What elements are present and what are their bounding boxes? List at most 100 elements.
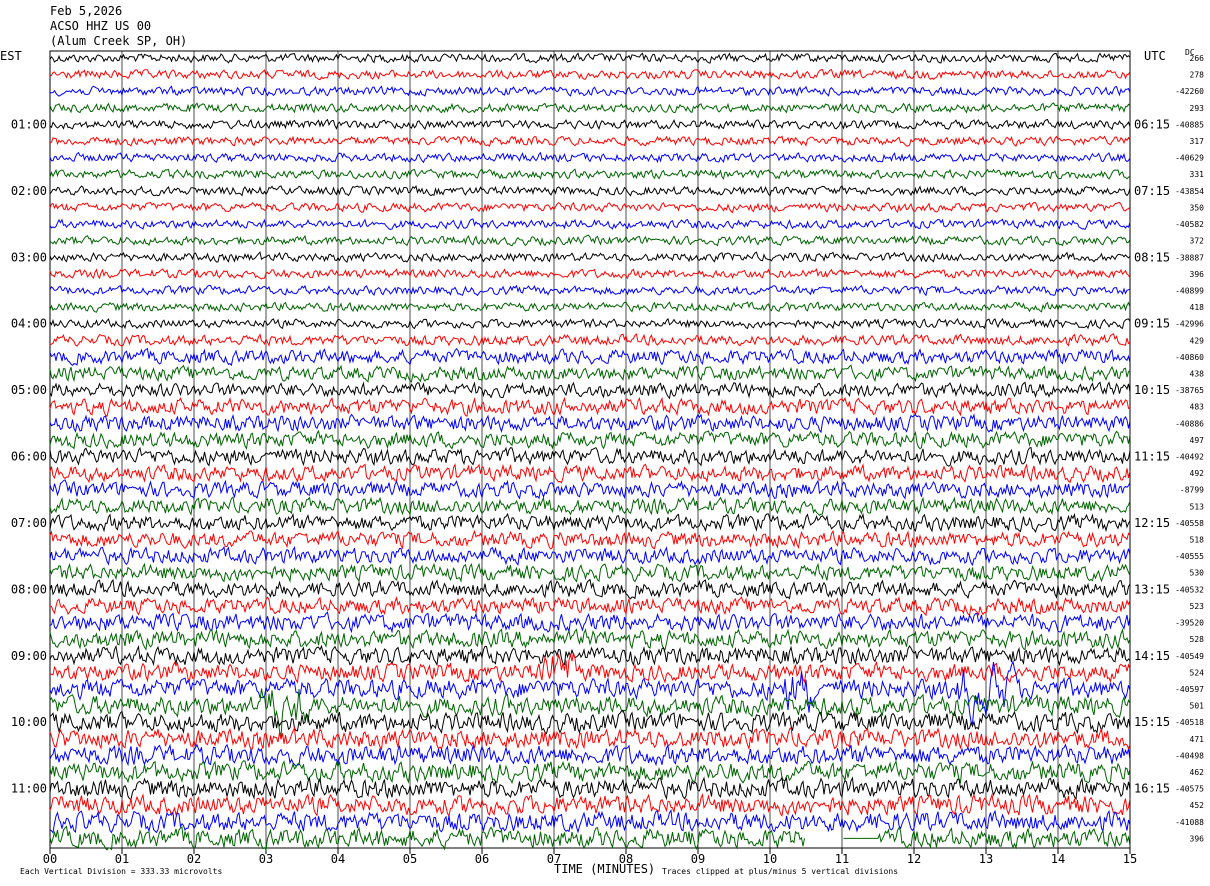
seismic-trace (49, 644, 1131, 667)
est-hour-label: 03:00 (11, 250, 47, 264)
dc-offset-label: 396 (1190, 270, 1205, 279)
seismic-trace (49, 52, 1131, 64)
utc-hour-label: 14:15 (1134, 649, 1170, 663)
dc-offset-label: 471 (1190, 735, 1205, 744)
dc-offset-label: 452 (1190, 801, 1205, 810)
seismic-trace (49, 709, 1131, 735)
utc-hour-label: 09:15 (1134, 317, 1170, 331)
x-tick-label: 14 (1051, 852, 1065, 866)
dc-offset-label: 528 (1190, 635, 1205, 644)
x-tick-label: 10 (763, 852, 777, 866)
seismic-trace (49, 347, 1131, 367)
est-hour-label: 05:00 (11, 383, 47, 397)
seismic-trace (49, 659, 1131, 726)
dc-offset-label: 438 (1190, 369, 1205, 378)
dc-offset-label: -40885 (1175, 120, 1204, 129)
dc-offset-label: 372 (1190, 237, 1205, 246)
utc-axis-label: UTC (1144, 49, 1166, 63)
seismic-trace (49, 429, 1131, 450)
x-tick-label: 01 (115, 852, 129, 866)
est-hour-label: 09:00 (11, 649, 47, 663)
x-tick-label: 06 (475, 852, 489, 866)
x-tick-label: 07 (547, 852, 561, 866)
seismic-trace (49, 496, 1131, 516)
seismic-trace (49, 201, 1131, 214)
plot-grid (49, 50, 1131, 854)
seismic-trace (49, 652, 1131, 684)
seismic-trace (49, 151, 1131, 164)
seismic-trace (49, 251, 1131, 263)
est-hour-label: 06:00 (11, 450, 47, 464)
seismic-trace (49, 301, 1131, 313)
seismic-trace (49, 413, 1131, 434)
seismic-trace (49, 743, 1131, 768)
dc-offset-label: -40597 (1175, 685, 1204, 694)
seismic-trace (49, 118, 1131, 131)
est-hour-label: 08:00 (11, 582, 47, 596)
seismic-trace (49, 85, 1131, 97)
seismic-trace (49, 595, 1131, 617)
dc-offset-label: 523 (1190, 602, 1205, 611)
dc-offset-label: 331 (1190, 170, 1205, 179)
axis-labels: 00 01 02 03 04 05 06 07 08 09 10 11 12 13 14 15 266 278 -4… (11, 54, 1204, 866)
x-axis-title: TIME (MINUTES) (554, 862, 656, 876)
dc-offset-label: 501 (1190, 702, 1205, 711)
dc-offset-label: -40518 (1175, 718, 1204, 727)
seismic-trace (49, 688, 1131, 738)
seismic-trace (49, 562, 1131, 583)
clip-note: Traces clipped at plus/minus 5 vertical … (662, 867, 899, 876)
dc-offset-label: 418 (1190, 303, 1205, 312)
seismic-trace (49, 512, 1131, 533)
seismic-trace (49, 611, 1131, 634)
dc-offset-label: 524 (1190, 668, 1205, 677)
seismic-trace (49, 759, 1131, 785)
dc-offset-label: -38765 (1175, 386, 1204, 395)
utc-hour-label: 08:15 (1134, 250, 1170, 264)
seismic-trace (49, 792, 1131, 818)
seismic-trace (49, 825, 1131, 851)
dc-offset-label: -41088 (1175, 818, 1204, 827)
seismic-trace (49, 268, 1131, 280)
x-tick-label: 15 (1123, 852, 1137, 866)
seismic-trace (49, 462, 1131, 484)
seismic-trace (49, 446, 1131, 467)
seismic-trace (49, 776, 1131, 801)
x-tick-label: 08 (619, 852, 633, 866)
dc-offset-label: 266 (1190, 54, 1205, 63)
x-tick-label: 13 (979, 852, 993, 866)
est-hour-label: 01:00 (11, 117, 47, 131)
seismic-trace (49, 168, 1131, 180)
utc-hour-label: 13:15 (1134, 582, 1170, 596)
seismic-trace (49, 185, 1131, 197)
seismic-trace (49, 102, 1131, 114)
dc-offset-label: -8799 (1180, 486, 1204, 495)
seismic-trace (49, 396, 1131, 418)
dc-offset-label: -40860 (1175, 353, 1204, 362)
seismic-trace (49, 628, 1131, 651)
utc-hour-label: 07:15 (1134, 184, 1170, 198)
x-tick-label: 02 (187, 852, 201, 866)
seismic-trace (49, 726, 1131, 751)
x-tick-label: 11 (835, 852, 849, 866)
est-hour-label: 04:00 (11, 317, 47, 331)
seismic-trace (49, 479, 1131, 500)
dc-offset-label: 396 (1190, 834, 1205, 843)
dc-offset-label: 530 (1190, 569, 1205, 578)
dc-offset-label: -40532 (1175, 585, 1204, 594)
header-date: Feb 5,2026 (50, 4, 123, 18)
utc-hour-label: 06:15 (1134, 117, 1170, 131)
x-tick-label: 04 (331, 852, 345, 866)
dc-offset-label: 317 (1190, 137, 1205, 146)
x-tick-label: 12 (907, 852, 921, 866)
utc-hour-label: 11:15 (1134, 450, 1170, 464)
dc-offset-label: -38887 (1175, 253, 1204, 262)
dc-offset-label: -40498 (1175, 751, 1204, 760)
utc-hour-label: 16:15 (1134, 782, 1170, 796)
dc-offset-label: 492 (1190, 469, 1205, 478)
dc-offset-label: 429 (1190, 336, 1205, 345)
seismic-trace (49, 578, 1131, 600)
dc-offset-label: 513 (1190, 502, 1205, 511)
dc-offset-label: 462 (1190, 768, 1205, 777)
dc-offset-label: -43854 (1175, 187, 1204, 196)
